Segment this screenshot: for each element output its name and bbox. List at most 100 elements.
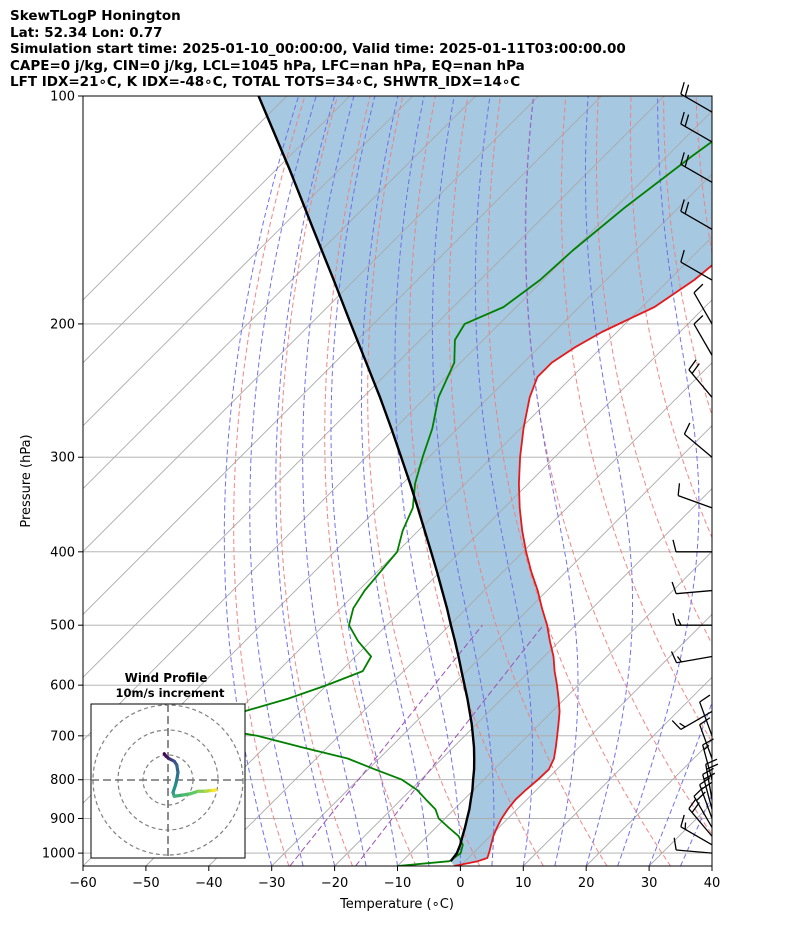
y-tick-label: 800 [50, 773, 75, 788]
x-tick-label: −30 [258, 876, 285, 891]
y-tick-label: 100 [50, 90, 75, 105]
wind-barb [673, 837, 713, 854]
wind-barb [677, 483, 713, 509]
isotherm-line [83, 96, 602, 616]
y-tick-label: 1000 [42, 847, 75, 862]
dry-adiabat-line [560, 96, 712, 743]
y-tick-label: 500 [50, 619, 75, 634]
wind-barb [699, 694, 713, 737]
y-tick-label: 700 [50, 729, 75, 744]
moist-adiabat-line [744, 96, 794, 866]
wind-barb [672, 613, 712, 626]
x-tick-label: −50 [132, 876, 159, 891]
moist-adiabat-line [474, 96, 533, 866]
wind-barb [683, 422, 713, 458]
y-tick-label: 300 [50, 451, 75, 466]
dry-adiabat-line [324, 96, 417, 866]
y-tick-label: 900 [50, 812, 75, 827]
dry-adiabat-line [233, 96, 306, 866]
isotherm-line [522, 676, 712, 866]
x-axis-label: Temperature (∘C) [339, 897, 454, 912]
mixing-ratio-line [289, 624, 483, 866]
wind-barb [680, 249, 713, 281]
isotherm-line [83, 96, 351, 364]
wind-barb [702, 767, 716, 810]
x-tick-label: 0 [456, 876, 464, 891]
wind-barb [680, 111, 713, 143]
wind-barb [680, 152, 713, 183]
y-tick-label: 400 [50, 545, 75, 560]
dry-adiabat-line [729, 96, 794, 866]
plot-area [83, 96, 794, 866]
hodograph-plot [91, 704, 245, 858]
x-tick-label: −60 [69, 876, 96, 891]
temperature-profile-line [453, 264, 712, 866]
x-tick-label: 10 [515, 876, 532, 891]
x-tick-label: −20 [321, 876, 348, 891]
dry-adiabat-line [761, 96, 794, 866]
dry-adiabat-line [279, 96, 353, 866]
isotherm-line [397, 550, 712, 866]
dry-adiabat-line [663, 96, 712, 417]
moist-adiabat-line [584, 96, 633, 866]
chart-title-block: SkewTLogP Honington Lat: 52.34 Lon: 0.77… [10, 8, 626, 91]
isotherm-line [271, 425, 712, 866]
wind-barb [699, 717, 713, 759]
dry-adiabat-line [596, 96, 712, 646]
isotherm-line [83, 96, 414, 427]
axes: −60 −50 −40 −30 −20 −10 0 10 20 30 40 1000 900 800 700… [42, 90, 720, 892]
wind-barb [680, 199, 713, 230]
y-tick-label: 200 [50, 317, 75, 332]
x-tick-label: 20 [578, 876, 595, 891]
wind-barb [671, 710, 713, 731]
moist-adiabat-line [249, 96, 317, 866]
dry-adiabat-line [408, 96, 544, 866]
mixing-ratio-line [355, 624, 544, 866]
isotherm-line [83, 96, 476, 490]
dry-adiabat-line [367, 96, 481, 866]
stability-info: CAPE=0 j/kg, CIN=0 j/kg, LCL=1045 hPa, L… [10, 57, 525, 74]
moist-adiabat-line [361, 96, 430, 866]
x-tick-label: 40 [704, 876, 721, 891]
dry-adiabat-line [448, 96, 608, 866]
dewpoint-profile-line [220, 140, 712, 866]
x-tick-label: 30 [641, 876, 658, 891]
isotherm-line [145, 299, 712, 866]
y-tick-label: 600 [50, 679, 75, 694]
hodograph-segment [211, 788, 218, 793]
moist-adiabat-line [302, 96, 367, 866]
dry-adiabat-line [524, 96, 712, 836]
wind-barb [680, 81, 713, 113]
moist-adiabat-line [394, 96, 461, 866]
wind-barb [672, 539, 712, 553]
x-tick-label: −10 [384, 876, 411, 891]
isotherm-line [334, 487, 712, 866]
hodograph-inset: Wind Profile 10m/s increment [90, 671, 246, 859]
moist-adiabat-line [648, 701, 712, 866]
moist-adiabat-line [431, 96, 495, 866]
moist-adiabat-line [525, 96, 579, 866]
isotherm-line [83, 96, 539, 553]
moist-adiabat-line [711, 864, 712, 866]
wind-barb [688, 359, 713, 398]
isotherm-line [83, 96, 665, 678]
isotherm-line [83, 110, 712, 741]
hodograph-subtitle: 10m/s increment [116, 686, 225, 700]
dry-adiabat-line [487, 96, 672, 866]
moist-adiabat-line [275, 96, 336, 866]
isotherm-line [460, 613, 712, 866]
x-tick-label: −40 [195, 876, 222, 891]
hodograph-title: Wind Profile [125, 671, 208, 685]
chart-title: SkewTLogP Honington [10, 8, 181, 24]
y-axis-label: Pressure (hPa) [19, 434, 34, 527]
time-info: Simulation start time: 2025-01-10_00:00:… [10, 41, 626, 57]
parcel-profile-line [257, 96, 476, 862]
wind-barbs [670, 81, 719, 854]
moist-adiabat-line [617, 96, 700, 866]
wind-barb [693, 315, 713, 356]
wind-barb [671, 581, 713, 595]
isotherm-line [711, 865, 712, 866]
wind-barb [693, 283, 713, 325]
isotherm-line [83, 96, 288, 301]
